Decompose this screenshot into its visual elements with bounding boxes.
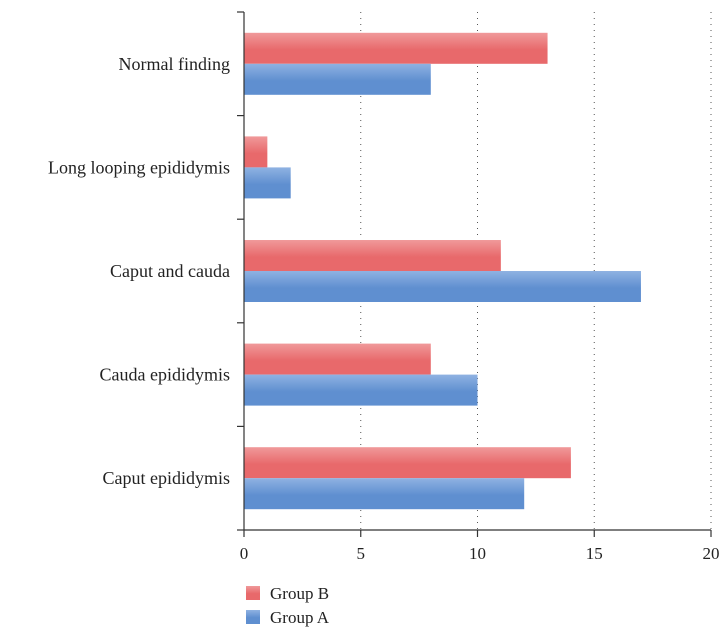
x-tick-label-0: 0 <box>240 544 249 563</box>
bar-group-a-cauda-epididymis <box>244 374 478 406</box>
labels: Normal finding Long looping epididymis Cap… <box>48 54 720 563</box>
bar-group-b-caput-epididymis <box>244 447 571 479</box>
bar-group-b-normal-finding <box>244 32 548 64</box>
category-label-cauda-epididymis: Cauda epididymis <box>100 365 230 385</box>
legend: Group B Group A <box>246 584 330 627</box>
x-tick-label-15: 15 <box>586 544 603 563</box>
bar-group-b-long-looping-epididymis <box>244 136 268 168</box>
bar-group-b-caput-and-cauda <box>244 240 501 271</box>
legend-swatch-group-a <box>246 610 260 624</box>
bar-group-b-cauda-epididymis <box>244 343 431 375</box>
category-label-caput-epididymis: Caput epididymis <box>103 468 231 488</box>
bar-group-a-normal-finding <box>244 63 431 95</box>
category-label-caput-and-cauda: Caput and cauda <box>110 261 230 281</box>
bars <box>244 32 641 510</box>
x-tick-label-10: 10 <box>469 544 486 563</box>
bar-group-a-long-looping-epididymis <box>244 167 291 199</box>
bar-group-a-caput-and-cauda <box>244 271 641 302</box>
x-tick-label-5: 5 <box>357 544 366 563</box>
legend-label-group-a: Group A <box>270 608 330 627</box>
axes <box>237 11 712 537</box>
legend-label-group-b: Group B <box>270 584 329 603</box>
category-label-long-looping-epididymis: Long looping epididymis <box>48 157 230 177</box>
x-tick-label-20: 20 <box>703 544 720 563</box>
category-label-normal-finding: Normal finding <box>119 54 230 74</box>
legend-swatch-group-b <box>246 586 260 600</box>
bar-group-a-caput-epididymis <box>244 478 525 510</box>
